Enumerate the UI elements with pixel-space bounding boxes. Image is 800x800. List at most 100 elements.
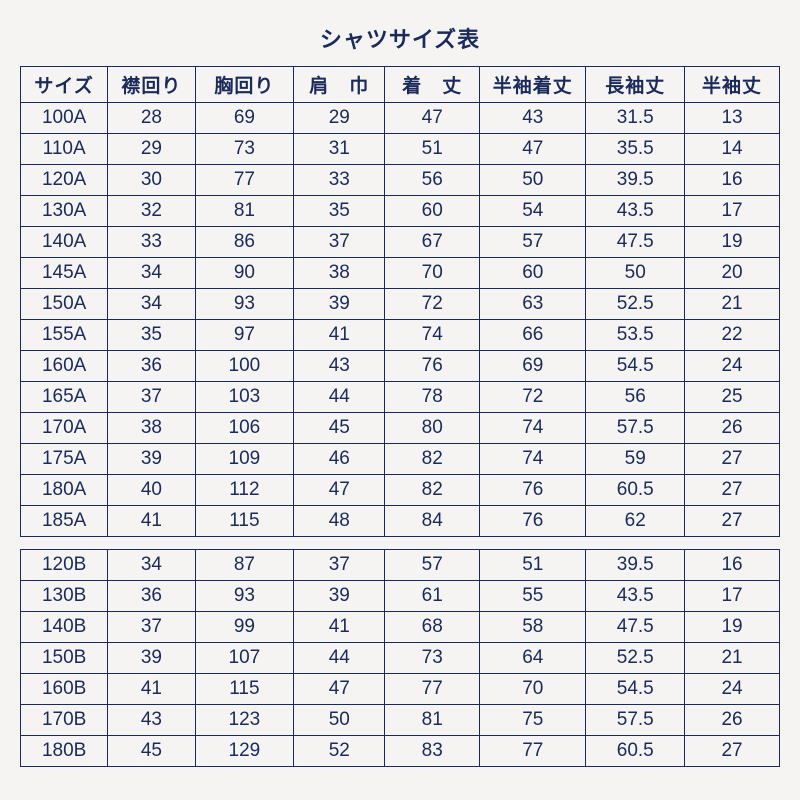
table-cell: 47 [294,475,385,506]
table-cell: 41 [108,674,195,705]
table-cell: 31.5 [586,103,685,134]
table-cell: 72 [385,289,480,320]
page-title: シャツサイズ表 [320,22,480,54]
table-cell: 47.5 [586,612,685,643]
table-cell: 52 [294,736,385,767]
table-cell: 36 [108,351,195,382]
table-cell: 77 [195,165,294,196]
table-cell: 28 [108,103,195,134]
table-cell: 44 [294,643,385,674]
table-cell: 74 [480,444,586,475]
table-cell: 107 [195,643,294,674]
table-cell: 27 [685,736,780,767]
col-header: 着 丈 [385,67,480,103]
table-cell: 123 [195,705,294,736]
table-cell: 14 [685,134,780,165]
table-cell: 100A [21,103,108,134]
table-cell: 39.5 [586,165,685,196]
table-cell: 53.5 [586,320,685,351]
table-cell: 37 [108,612,195,643]
table-cell: 43 [294,351,385,382]
table-cell: 34 [108,289,195,320]
table-cell: 39 [294,289,385,320]
size-table-wrap: サイズ襟回り胸回り肩 巾着 丈半袖着丈長袖丈半袖丈 100A2869294743… [20,66,780,767]
table-cell: 82 [385,475,480,506]
table-cell: 76 [480,506,586,537]
table-cell: 41 [294,612,385,643]
table-cell: 48 [294,506,385,537]
table-cell: 90 [195,258,294,289]
table-cell: 17 [685,196,780,227]
table-cell: 30 [108,165,195,196]
table-cell: 39.5 [586,550,685,581]
table-cell: 47 [294,674,385,705]
table-cell: 52.5 [586,289,685,320]
table-cell: 50 [586,258,685,289]
table-cell: 35.5 [586,134,685,165]
table-cell: 150B [21,643,108,674]
table-cell: 35 [108,320,195,351]
table-cell: 13 [685,103,780,134]
table-cell: 54.5 [586,674,685,705]
table-cell: 115 [195,506,294,537]
table-cell: 35 [294,196,385,227]
table-cell: 47.5 [586,227,685,258]
table-cell: 106 [195,413,294,444]
table-cell: 50 [294,705,385,736]
table-row: 120B348737575139.516 [21,550,780,581]
table-cell: 130A [21,196,108,227]
table-cell: 68 [385,612,480,643]
table-cell: 57.5 [586,413,685,444]
table-cell: 33 [108,227,195,258]
table-cell: 66 [480,320,586,351]
table-cell: 32 [108,196,195,227]
table-cell: 109 [195,444,294,475]
table-cell: 26 [685,413,780,444]
col-header: 胸回り [195,67,294,103]
table-header-row: サイズ襟回り胸回り肩 巾着 丈半袖着丈長袖丈半袖丈 [21,67,780,103]
table-cell: 83 [385,736,480,767]
table-cell: 150A [21,289,108,320]
col-header: 襟回り [108,67,195,103]
table-cell: 60 [385,196,480,227]
table-cell: 57.5 [586,705,685,736]
table-cell: 115 [195,674,294,705]
table-cell: 43.5 [586,581,685,612]
table-cell: 77 [480,736,586,767]
table-cell: 27 [685,506,780,537]
table-cell: 34 [108,550,195,581]
table-row: 130B369339615543.517 [21,581,780,612]
table-cell: 180B [21,736,108,767]
table-cell: 43 [108,705,195,736]
table-cell: 21 [685,289,780,320]
table-cell: 70 [385,258,480,289]
table-cell: 99 [195,612,294,643]
table-cell: 39 [108,444,195,475]
table-cell: 59 [586,444,685,475]
table-cell: 47 [385,103,480,134]
table-row: 140A338637675747.519 [21,227,780,258]
table-cell: 51 [480,550,586,581]
table-row: 140B379941685847.519 [21,612,780,643]
table-cell: 22 [685,320,780,351]
table-cell: 70 [480,674,586,705]
table-row: 160A3610043766954.524 [21,351,780,382]
table-cell: 61 [385,581,480,612]
table-row: 155A359741746653.522 [21,320,780,351]
table-cell: 24 [685,674,780,705]
table-row: 130A328135605443.517 [21,196,780,227]
table-cell: 63 [480,289,586,320]
table-cell: 120A [21,165,108,196]
table-cell: 175A [21,444,108,475]
table-row: 110A297331514735.514 [21,134,780,165]
table-row: 165A371034478725625 [21,382,780,413]
table-cell: 103 [195,382,294,413]
table-cell: 100 [195,351,294,382]
table-cell: 93 [195,581,294,612]
table-cell: 76 [480,475,586,506]
table-cell: 38 [294,258,385,289]
table-cell: 45 [108,736,195,767]
table-cell: 31 [294,134,385,165]
table-cell: 19 [685,227,780,258]
table-cell: 47 [480,134,586,165]
